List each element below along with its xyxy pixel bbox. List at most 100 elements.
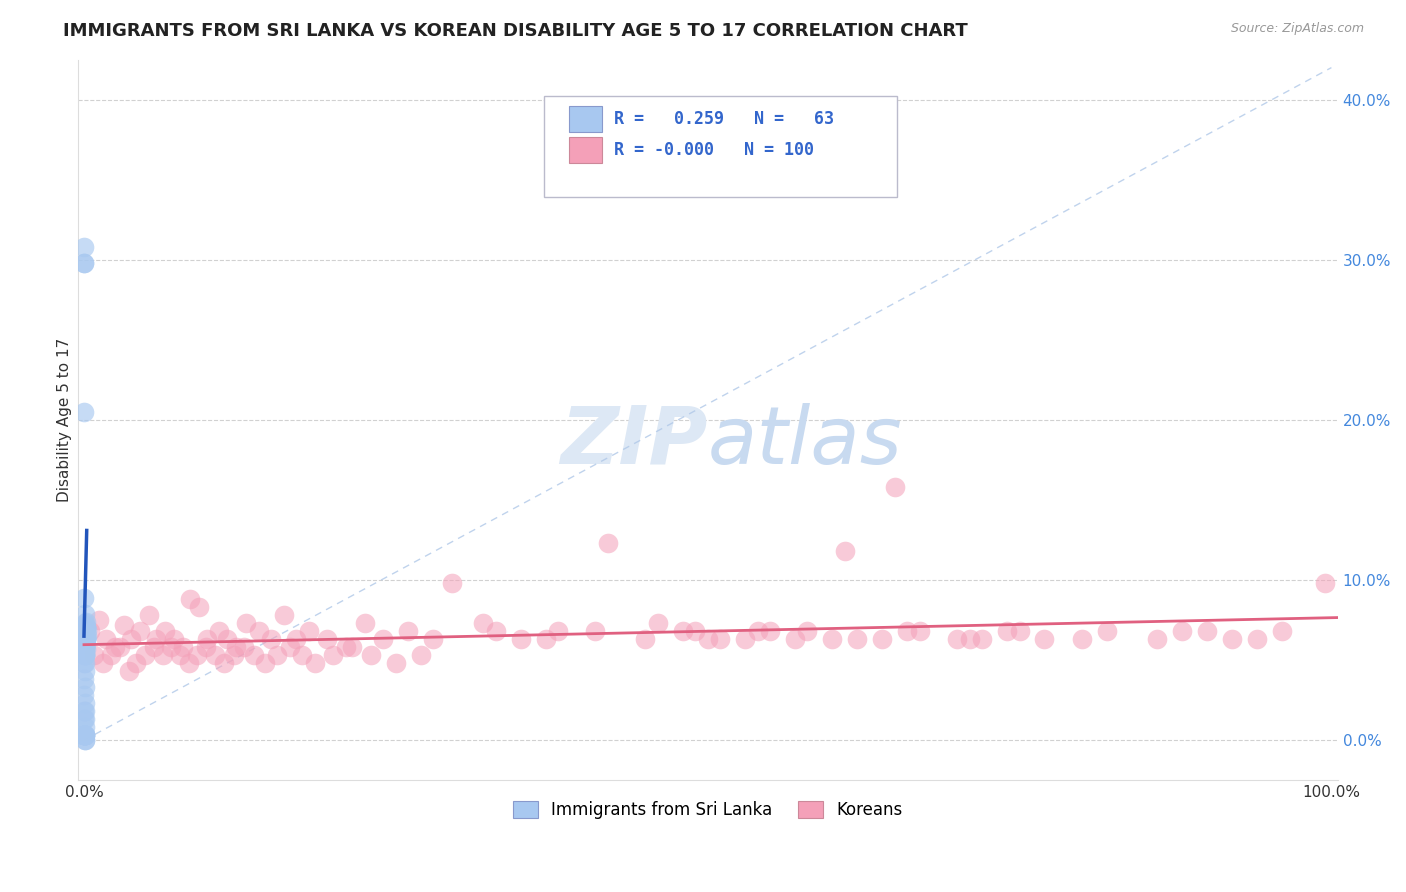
Point bbox=[73, 689, 96, 703]
Point bbox=[75, 642, 97, 657]
Point bbox=[547, 624, 569, 639]
Point bbox=[73, 624, 96, 639]
Point bbox=[883, 480, 905, 494]
Point bbox=[360, 648, 382, 663]
Point bbox=[247, 624, 270, 639]
Point bbox=[1008, 624, 1031, 639]
Point bbox=[73, 632, 96, 647]
Point bbox=[73, 648, 96, 663]
Point bbox=[821, 632, 844, 647]
Point bbox=[73, 713, 96, 727]
Point bbox=[73, 640, 96, 655]
Point bbox=[217, 632, 239, 647]
Point bbox=[145, 632, 167, 647]
Point bbox=[872, 632, 894, 647]
Point bbox=[112, 618, 135, 632]
Point bbox=[73, 729, 96, 743]
Point bbox=[83, 648, 105, 663]
Point bbox=[212, 657, 235, 671]
Point bbox=[834, 544, 856, 558]
Point bbox=[335, 640, 357, 655]
Point bbox=[73, 256, 96, 270]
Point bbox=[75, 615, 97, 629]
Point bbox=[104, 640, 127, 655]
Point bbox=[138, 608, 160, 623]
Point bbox=[129, 624, 152, 639]
Text: Source: ZipAtlas.com: Source: ZipAtlas.com bbox=[1230, 22, 1364, 36]
Point bbox=[896, 624, 918, 639]
Point bbox=[142, 640, 165, 655]
Point bbox=[73, 256, 96, 270]
Point bbox=[583, 624, 606, 639]
Point bbox=[73, 729, 96, 743]
Point bbox=[75, 631, 97, 645]
Text: IMMIGRANTS FROM SRI LANKA VS KOREAN DISABILITY AGE 5 TO 17 CORRELATION CHART: IMMIGRANTS FROM SRI LANKA VS KOREAN DISA… bbox=[63, 22, 967, 40]
Point bbox=[273, 608, 295, 623]
Point bbox=[73, 648, 96, 663]
Point bbox=[73, 665, 96, 679]
Point bbox=[908, 624, 931, 639]
Point bbox=[75, 632, 97, 647]
Point bbox=[73, 648, 96, 663]
Point bbox=[1220, 632, 1243, 647]
Point bbox=[1070, 632, 1092, 647]
Point bbox=[1315, 576, 1337, 591]
Point bbox=[73, 640, 96, 655]
Point bbox=[73, 729, 96, 743]
Point bbox=[222, 648, 245, 663]
Point bbox=[75, 657, 97, 671]
Y-axis label: Disability Age 5 to 17: Disability Age 5 to 17 bbox=[58, 338, 72, 502]
Point bbox=[1170, 624, 1192, 639]
Point bbox=[783, 632, 806, 647]
Point bbox=[73, 632, 96, 647]
Point bbox=[75, 733, 97, 747]
Point bbox=[186, 648, 208, 663]
Point bbox=[75, 632, 97, 647]
Point bbox=[73, 639, 96, 653]
Point bbox=[846, 632, 869, 647]
Point bbox=[172, 640, 194, 655]
FancyBboxPatch shape bbox=[569, 106, 602, 132]
Point bbox=[734, 632, 756, 647]
Point bbox=[73, 591, 96, 605]
Point bbox=[1246, 632, 1268, 647]
Point bbox=[197, 632, 219, 647]
Point bbox=[73, 632, 96, 647]
Point bbox=[422, 632, 444, 647]
Point bbox=[1195, 624, 1218, 639]
Point bbox=[73, 729, 96, 743]
Point bbox=[177, 657, 200, 671]
Point bbox=[75, 624, 97, 639]
Point bbox=[120, 632, 142, 647]
Point bbox=[534, 632, 557, 647]
Point bbox=[73, 729, 96, 743]
Point bbox=[204, 648, 226, 663]
Legend: Immigrants from Sri Lanka, Koreans: Immigrants from Sri Lanka, Koreans bbox=[506, 795, 908, 826]
Point bbox=[73, 729, 96, 743]
Text: R =   0.259   N =   63: R = 0.259 N = 63 bbox=[614, 110, 834, 128]
Point bbox=[73, 705, 96, 719]
FancyBboxPatch shape bbox=[569, 137, 602, 163]
Point bbox=[759, 624, 782, 639]
Point bbox=[409, 648, 432, 663]
Point bbox=[75, 697, 97, 711]
Point bbox=[995, 624, 1018, 639]
Point bbox=[340, 640, 363, 655]
Point bbox=[73, 673, 96, 687]
Point bbox=[73, 631, 96, 645]
Point bbox=[73, 705, 96, 719]
Point bbox=[291, 648, 314, 663]
Point bbox=[1033, 632, 1056, 647]
Point bbox=[322, 648, 344, 663]
Point bbox=[179, 592, 201, 607]
Text: ZIP: ZIP bbox=[561, 402, 707, 481]
Point bbox=[73, 721, 96, 735]
Point bbox=[75, 631, 97, 645]
Point bbox=[485, 624, 508, 639]
Point bbox=[1270, 624, 1292, 639]
Point bbox=[75, 618, 97, 632]
Point bbox=[208, 624, 231, 639]
Point bbox=[73, 733, 96, 747]
Point bbox=[73, 648, 96, 663]
Point bbox=[972, 632, 994, 647]
